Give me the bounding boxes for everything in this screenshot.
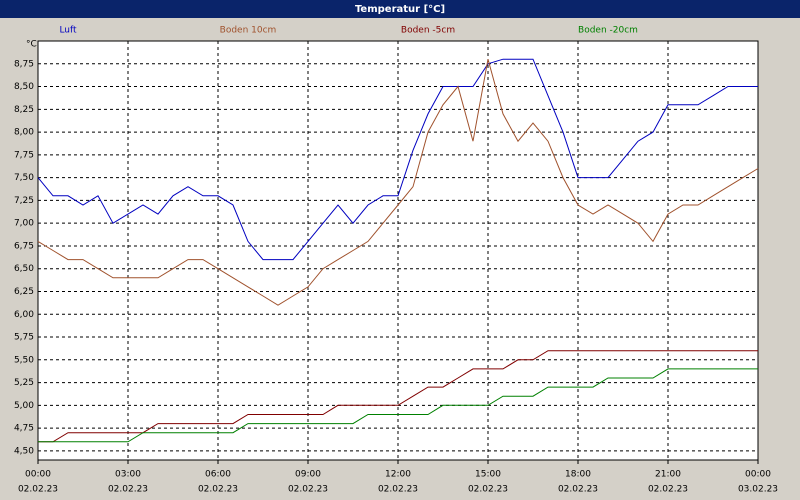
y-tick-label: 7,50 bbox=[14, 173, 34, 183]
y-tick-label: 7,75 bbox=[14, 150, 34, 160]
x-tick-label: 18:00 bbox=[565, 470, 591, 480]
y-tick-label: 7,25 bbox=[14, 196, 34, 206]
x-tick-date: 02.02.23 bbox=[378, 485, 418, 495]
y-tick-label: 8,00 bbox=[14, 128, 34, 138]
series-line bbox=[38, 368, 758, 443]
x-tick-label: 00:00 bbox=[745, 470, 771, 480]
series-line bbox=[38, 350, 758, 443]
x-tick-label: 12:00 bbox=[385, 470, 411, 480]
x-tick-label: 03:00 bbox=[115, 470, 141, 480]
y-tick-label: 5,50 bbox=[14, 355, 34, 365]
x-tick-label: 00:00 bbox=[25, 470, 51, 480]
x-tick-label: 09:00 bbox=[295, 470, 321, 480]
x-tick-label: 21:00 bbox=[655, 470, 681, 480]
legend-entry: Boden -5cm bbox=[401, 26, 455, 36]
legend-entry: Boden -20cm bbox=[578, 26, 638, 36]
y-tick-label: 7,00 bbox=[14, 219, 34, 229]
y-tick-label: 4,75 bbox=[14, 424, 34, 434]
y-tick-label: 5,25 bbox=[14, 378, 34, 388]
y-tick-label: 4,50 bbox=[14, 446, 34, 456]
x-tick-date: 02.02.23 bbox=[468, 485, 508, 495]
x-tick-date: 02.02.23 bbox=[198, 485, 238, 495]
x-tick-date: 02.02.23 bbox=[288, 485, 328, 495]
y-tick-label: 5,00 bbox=[14, 401, 34, 411]
x-tick-date: 02.02.23 bbox=[558, 485, 598, 495]
chart-title: Temperatur [°C] bbox=[355, 4, 445, 15]
x-tick-label: 06:00 bbox=[205, 470, 231, 480]
y-unit: °C bbox=[26, 40, 37, 50]
y-tick-label: 6,00 bbox=[14, 310, 34, 320]
legend-entry: Luft bbox=[59, 26, 77, 36]
x-tick-date: 02.02.23 bbox=[18, 485, 58, 495]
x-tick-date: 02.02.23 bbox=[648, 485, 688, 495]
y-tick-label: 6,75 bbox=[14, 241, 34, 251]
title-bar bbox=[0, 0, 800, 18]
y-tick-label: 6,50 bbox=[14, 264, 34, 274]
y-tick-label: 5,75 bbox=[14, 333, 34, 343]
y-tick-label: 6,25 bbox=[14, 287, 34, 297]
y-tick-label: 8,50 bbox=[14, 82, 34, 92]
legend-entry: Boden 10cm bbox=[220, 26, 277, 36]
y-tick-label: 8,25 bbox=[14, 105, 34, 115]
y-tick-label: 8,75 bbox=[14, 59, 34, 69]
x-tick-label: 15:00 bbox=[475, 470, 501, 480]
x-tick-date: 03.02.23 bbox=[738, 485, 778, 495]
series-line bbox=[37, 59, 759, 306]
series-line bbox=[37, 58, 758, 261]
x-tick-date: 02.02.23 bbox=[108, 485, 148, 495]
